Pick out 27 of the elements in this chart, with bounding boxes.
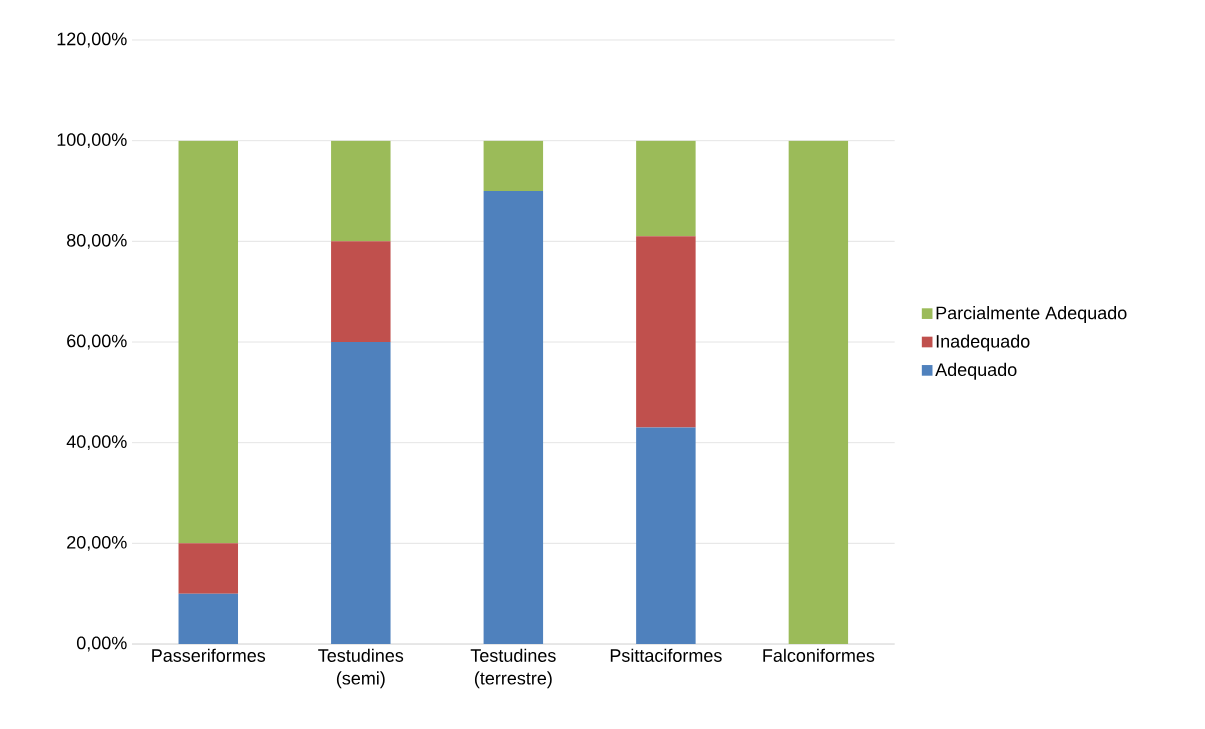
bar: [483, 191, 544, 644]
bar: [178, 140, 239, 544]
bar: [636, 236, 696, 428]
x-tick-label: Psittaciformes: [610, 648, 722, 662]
bar: [636, 140, 696, 237]
y-tick-label: 40,00%: [66, 435, 127, 451]
y-tick-label: 0,00%: [76, 636, 127, 652]
bar: [331, 342, 391, 644]
bar: [178, 593, 239, 644]
bar: [636, 427, 696, 644]
y-tick-label: 100,00%: [57, 133, 127, 149]
legend-label: Inadequado: [936, 334, 1030, 352]
x-tick-label: Testudines (semi): [318, 648, 404, 689]
x-tick-label: Falconiformes: [763, 648, 875, 662]
bar: [483, 140, 544, 191]
bar: [788, 140, 849, 644]
bar: [331, 140, 391, 242]
x-tick-label: Passeriformes: [152, 648, 266, 662]
bar: [331, 241, 391, 342]
y-tick-label: 120,00%: [57, 32, 127, 48]
y-tick-label: 20,00%: [67, 535, 127, 551]
legend-label: Parcialmente Adequado: [936, 306, 1127, 323]
y-tick-label: 80,00%: [67, 233, 127, 249]
bar: [178, 543, 239, 594]
legend-label: Adequado: [935, 362, 1017, 380]
x-tick-label: Testudines (terrestre): [470, 648, 556, 689]
y-tick-label: 60,00%: [67, 334, 127, 350]
